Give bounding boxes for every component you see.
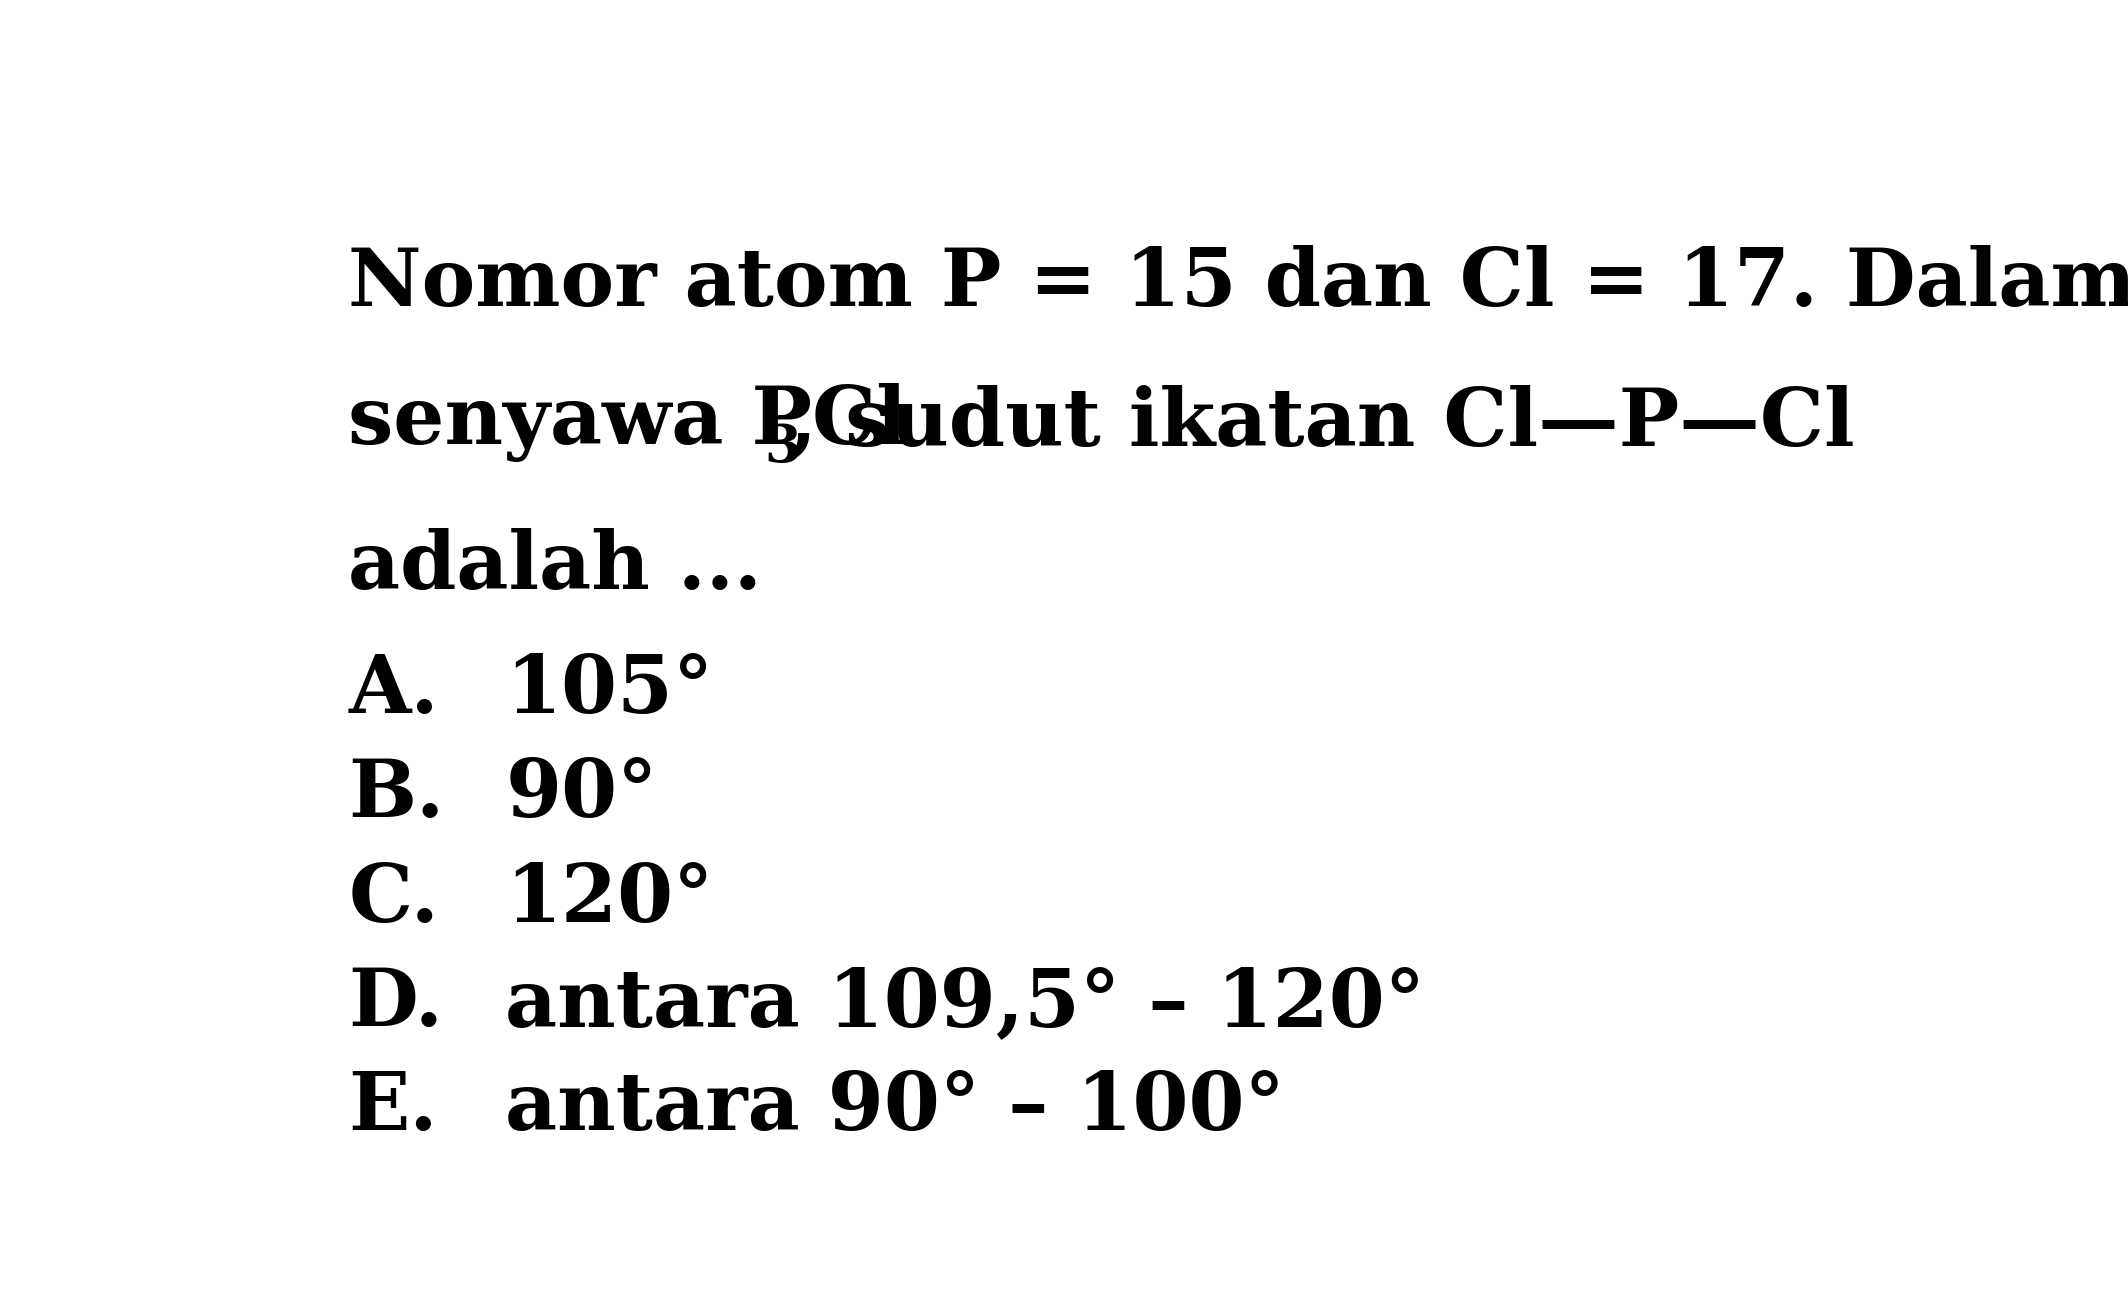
- Text: antara 109,5° – 120°: antara 109,5° – 120°: [504, 965, 1426, 1044]
- Text: senyawa PCl: senyawa PCl: [349, 383, 907, 463]
- Text: B.: B.: [349, 756, 445, 835]
- Text: 105°: 105°: [504, 653, 713, 730]
- Text: D.: D.: [349, 965, 443, 1044]
- Text: A.: A.: [349, 653, 438, 730]
- Text: 120°: 120°: [504, 860, 713, 939]
- Text: adalah ...: adalah ...: [349, 528, 762, 606]
- Text: C.: C.: [349, 860, 438, 939]
- Text: , sudut ikatan Cl—P—Cl: , sudut ikatan Cl—P—Cl: [789, 384, 1853, 462]
- Text: 3: 3: [764, 422, 800, 473]
- Text: Nomor atom P = 15 dan Cl = 17. Dalam: Nomor atom P = 15 dan Cl = 17. Dalam: [349, 245, 2128, 322]
- Text: 90°: 90°: [504, 756, 658, 835]
- Text: antara 90° – 100°: antara 90° – 100°: [504, 1069, 1285, 1147]
- Text: E.: E.: [349, 1069, 438, 1147]
